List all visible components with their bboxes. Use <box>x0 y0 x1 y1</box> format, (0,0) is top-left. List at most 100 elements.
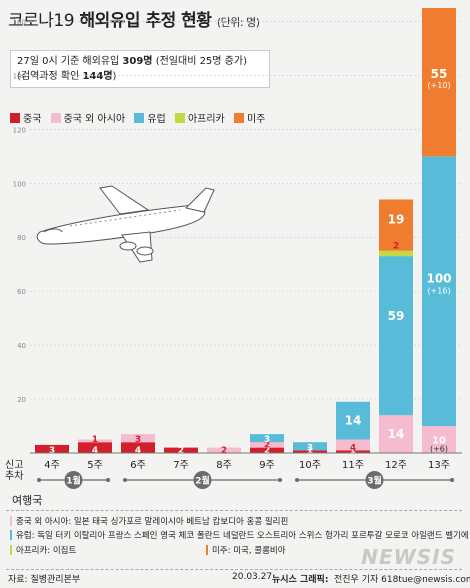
value-label-africa-12주: 2 <box>393 242 399 252</box>
value-label-europe-12주: 59 <box>388 309 405 323</box>
x-tick-label-7주: 7주 <box>173 460 189 471</box>
bar-europe-10주 <box>293 442 327 451</box>
bar-china-11주 <box>336 450 370 453</box>
sub-label-asia-13주: (+6) <box>430 445 448 454</box>
summary-box: 27일 0시 기준 해외유입 309명 (전일대비 25명 증가) (검역과정 … <box>10 50 270 88</box>
bar-asia-9주 <box>250 442 284 448</box>
note-swatch-americas <box>206 545 208 555</box>
axis-side-label-1: 신고 <box>5 460 24 471</box>
bar-asia-5주 <box>78 439 112 443</box>
axis-side-label-2: 추차 <box>5 471 24 482</box>
value-label-china-5주: 4 <box>92 446 98 456</box>
y-tick-label-120: 120 <box>13 126 26 134</box>
bar-americas-13주 <box>422 8 456 157</box>
footer-credit: 뉴시스 그래픽: <box>272 575 329 585</box>
summary-line2-suffix: ) <box>112 71 117 82</box>
y-tick-label-160: 160 <box>13 18 26 26</box>
bar-europe-9주 <box>250 434 284 443</box>
bar-china-10주 <box>293 450 327 453</box>
y-tick-label-40: 40 <box>17 342 26 350</box>
chart-title: 코로나19 해외유입 추정 현황 (단위: 명) <box>8 6 260 31</box>
note-text-africa: 아프리카: 이집트 <box>16 546 77 556</box>
value-label-asia-12주: 14 <box>388 427 405 441</box>
note-text-asia: 중국 외 아시아: 일본 태국 싱가포르 말레이시아 베트남 캄보디아 홍콩 필… <box>16 517 289 527</box>
legend-label-americas: 미주 <box>246 114 266 125</box>
legend-item-asia: 중국 외 아시아 <box>50 110 126 125</box>
x-axis: 4주 5주 6주 7주 8주 9주 10주 11주 12주 13주 <box>30 452 462 471</box>
note-swatch-africa <box>10 545 12 555</box>
y-tick-label-100: 100 <box>13 180 26 188</box>
bar-china-5주 <box>78 442 112 453</box>
note-africa: 아프리카: 이집트 <box>10 544 76 556</box>
value-label-americas-12주: 19 <box>388 212 405 226</box>
value-label-china-4주: 3 <box>49 446 55 456</box>
legend-label-europe: 유럽 <box>147 114 166 125</box>
x-tick-label-4주: 4주 <box>44 460 60 471</box>
month-label-2월: 2월 <box>195 475 210 487</box>
legend-label-africa: 아프리카 <box>187 114 225 125</box>
month-label-1월: 1월 <box>66 475 81 487</box>
month-label-3월: 3월 <box>367 475 382 487</box>
value-label-americas-13주: 55 <box>431 67 448 81</box>
x-tick-label-6주: 6주 <box>130 460 146 471</box>
bar-china-7주 <box>164 447 198 453</box>
month-badge-1월 <box>64 471 83 489</box>
legend-item-africa: 아프리카 <box>174 110 225 125</box>
legend-label-asia: 중국 외 아시아 <box>63 114 126 125</box>
summary-line1-change: (전일대비 25명 증가) <box>155 56 247 67</box>
bar-americas-12주 <box>379 199 413 251</box>
value-label-china-9주: 2 <box>264 446 270 456</box>
legend-item-china: 중국 <box>10 110 41 125</box>
legend-item-europe: 유럽 <box>134 110 166 125</box>
bar-marks <box>35 8 456 453</box>
footer-date: 20.03.27 <box>232 572 273 582</box>
value-label-asia-5주: 1 <box>92 435 98 445</box>
value-label-asia-6주: 3 <box>135 435 141 445</box>
x-tick-label-5주: 5주 <box>87 460 103 471</box>
month-dot-start-3월 <box>295 478 299 482</box>
legend: 중국 중국 외 아시아 유럽 아프리카 미주 <box>10 110 271 126</box>
value-label-asia-13주: 10 <box>432 436 446 447</box>
value-label-europe-13주: 100 <box>426 271 451 285</box>
value-label-europe-10주: 3 <box>307 443 313 453</box>
y-tick-label-80: 80 <box>17 234 26 242</box>
x-tick-label-10주: 10주 <box>299 460 321 471</box>
month-badge-2월 <box>193 471 212 489</box>
origin-notes: 중국 외 아시아: 일본 태국 싱가포르 말레이시아 베트남 캄보디아 홍콩 필… <box>6 510 469 570</box>
origin-header: 여행국 <box>12 494 43 507</box>
source-label: 자료: 질병관리본부 <box>8 575 81 585</box>
legend-swatch-china <box>10 112 20 123</box>
legend-swatch-asia <box>50 112 61 123</box>
month-markers: 1월 2월 3월 <box>37 471 454 489</box>
unit-label: (단위: 명) <box>216 16 260 29</box>
note-asia: 중국 외 아시아: 일본 태국 싱가포르 말레이시아 베트남 캄보디아 홍콩 필… <box>10 515 288 527</box>
note-swatch-europe <box>10 530 12 540</box>
y-tick-label-140: 140 <box>13 72 26 80</box>
month-dot-start-2월 <box>123 478 127 482</box>
value-label-china-11주: 1 <box>350 446 356 456</box>
bar-china-4주 <box>35 444 69 453</box>
note-text-europe: 유럽: 독일 터키 이탈리아 프랑스 스페인 영국 체코 폴란드 네덜란드 오스… <box>16 531 469 541</box>
airplane-icon <box>36 185 215 263</box>
sub-label-americas-13주: (+10) <box>427 81 450 90</box>
bar-europe-11주 <box>336 401 370 440</box>
x-tick-label-12주: 12주 <box>385 460 407 471</box>
value-label-asia-9주: 2 <box>264 441 270 451</box>
summary-line1-prefix: 27일 0시 기준 해외유입 <box>17 56 120 67</box>
bar-asia-6주 <box>121 434 155 443</box>
value-label-europe-9주: 3 <box>264 435 270 445</box>
y-tick-label-20: 20 <box>17 396 26 404</box>
legend-swatch-africa <box>174 112 185 123</box>
legend-label-china: 중국 <box>23 114 42 125</box>
month-dot-end-1월 <box>106 478 110 482</box>
bar-africa-12주 <box>379 250 413 257</box>
value-label-asia-8주: 2 <box>221 446 227 456</box>
bar-china-9주 <box>250 447 284 453</box>
bar-asia-13주 <box>422 426 456 453</box>
bar-europe-13주 <box>422 156 456 427</box>
note-europe: 유럽: 독일 터키 이탈리아 프랑스 스페인 영국 체코 폴란드 네덜란드 오스… <box>10 529 469 541</box>
note-text-americas: 미주: 미국, 콜롬비아 <box>212 546 286 556</box>
watermark: NEWSIS <box>361 545 456 569</box>
